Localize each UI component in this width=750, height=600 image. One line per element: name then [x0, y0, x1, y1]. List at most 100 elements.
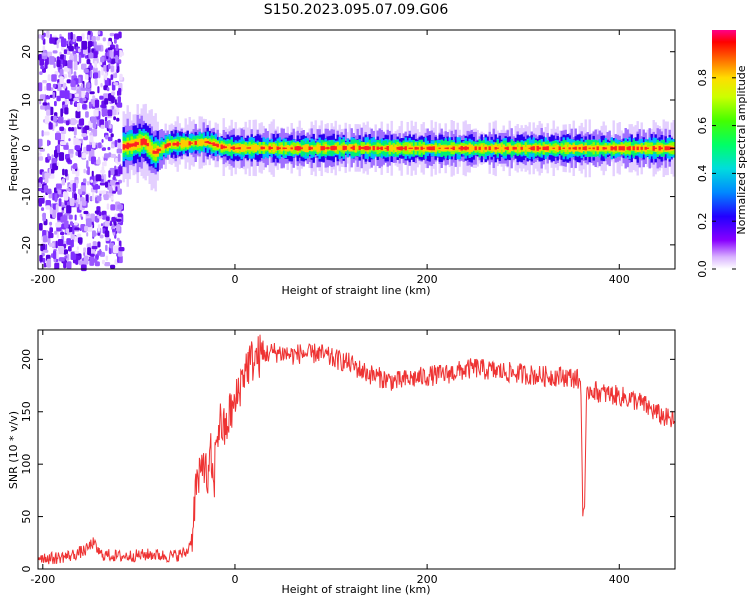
noise-speckle: [55, 222, 62, 228]
noise-speckle: [89, 242, 92, 248]
signal-cell: [464, 146, 467, 151]
noise-speckle: [76, 198, 80, 203]
signal-cell: [606, 146, 609, 151]
signal-cell: [556, 144, 559, 152]
noise-speckle: [104, 262, 111, 267]
signal-cell: [286, 144, 289, 152]
signal-cell: [130, 143, 133, 147]
noise-speckle: [113, 245, 119, 254]
x-tick-label: 200: [417, 273, 438, 286]
noise-speckle: [75, 110, 81, 119]
signal-cell: [126, 142, 129, 150]
noise-speckle: [66, 205, 72, 214]
y-tick-label: 150: [20, 401, 33, 422]
noise-speckle: [64, 255, 68, 259]
signal-cell: [466, 146, 469, 150]
colorbar-tick-label: 0.6: [696, 117, 709, 135]
noise-speckle: [47, 139, 50, 147]
signal-cell: [316, 144, 319, 153]
signal-cell: [410, 147, 413, 149]
signal-cell: [284, 147, 287, 149]
signal-cell: [432, 146, 435, 151]
y-tick-label: 20: [20, 45, 33, 59]
signal-cell: [280, 145, 283, 152]
signal-cell: [304, 144, 307, 153]
noise-speckle: [99, 234, 104, 239]
noise-speckle: [82, 104, 87, 109]
signal-cell: [192, 141, 195, 145]
signal-cell: [502, 144, 505, 153]
noise-speckle: [42, 235, 48, 243]
noise-speckle: [112, 228, 116, 233]
signal-cell: [510, 145, 513, 152]
noise-speckle: [71, 127, 75, 131]
signal-cell: [174, 143, 177, 146]
signal-cell: [446, 147, 449, 150]
signal-cell: [360, 147, 363, 149]
noise-speckle: [118, 31, 122, 39]
signal-cell: [598, 145, 601, 151]
noise-speckle: [118, 247, 125, 252]
signal-cell: [646, 147, 649, 149]
noise-speckle: [76, 246, 79, 251]
signal-cell: [278, 147, 281, 150]
noise-speckle: [87, 166, 90, 176]
signal-cell: [398, 146, 401, 151]
noise-speckle: [94, 210, 100, 214]
noise-speckle: [65, 228, 70, 234]
noise-speckle: [110, 179, 116, 186]
noise-speckle: [83, 68, 89, 73]
signal-cell: [634, 145, 637, 152]
signal-cell: [252, 145, 255, 151]
signal-cell: [212, 142, 215, 146]
noise-speckle: [44, 178, 49, 184]
noise-speckle: [76, 102, 80, 112]
x-tick-label: -200: [30, 573, 55, 586]
noise-speckle: [113, 116, 116, 121]
y-tick-label: 50: [20, 510, 33, 524]
signal-cell: [132, 143, 135, 147]
noise-speckle: [56, 250, 59, 260]
signal-cell: [298, 146, 301, 151]
noise-speckle: [54, 262, 60, 270]
noise-speckle: [110, 153, 116, 158]
signal-cell: [148, 142, 151, 152]
noise-speckle: [104, 160, 107, 167]
noise-speckle: [114, 33, 119, 40]
signal-cell: [162, 144, 165, 151]
signal-cell: [354, 143, 357, 152]
noise-speckle: [98, 70, 101, 79]
noise-speckle: [92, 230, 96, 237]
signal-cell: [650, 146, 653, 151]
noise-speckle: [118, 166, 124, 175]
snr-series-line: [37, 334, 676, 565]
noise-speckle: [67, 60, 73, 69]
noise-speckle: [73, 227, 80, 231]
noise-speckle: [58, 152, 65, 161]
noise-speckle: [88, 52, 94, 59]
noise-speckle: [86, 82, 91, 88]
signal-cell: [170, 142, 173, 146]
noise-speckle: [77, 188, 83, 195]
signal-cell: [376, 146, 379, 150]
noise-speckle: [72, 182, 77, 192]
noise-speckle: [67, 32, 71, 40]
noise-speckle: [56, 40, 59, 49]
noise-speckle: [86, 232, 89, 237]
signal-cell: [664, 146, 667, 151]
noise-speckle: [105, 181, 108, 188]
noise-speckle: [91, 170, 94, 178]
noise-speckle: [45, 96, 51, 100]
spectrogram-x-axis-label: Height of straight line (km): [281, 284, 430, 297]
noise-speckle: [112, 109, 117, 116]
noise-speckle: [40, 65, 45, 70]
signal-cell: [656, 145, 659, 152]
noise-speckle: [91, 36, 96, 42]
signal-cell: [222, 145, 225, 149]
noise-speckle: [42, 102, 48, 106]
noise-speckle: [57, 116, 64, 124]
noise-speckle: [39, 254, 43, 262]
noise-speckle: [74, 214, 77, 221]
noise-speckle: [66, 158, 71, 163]
